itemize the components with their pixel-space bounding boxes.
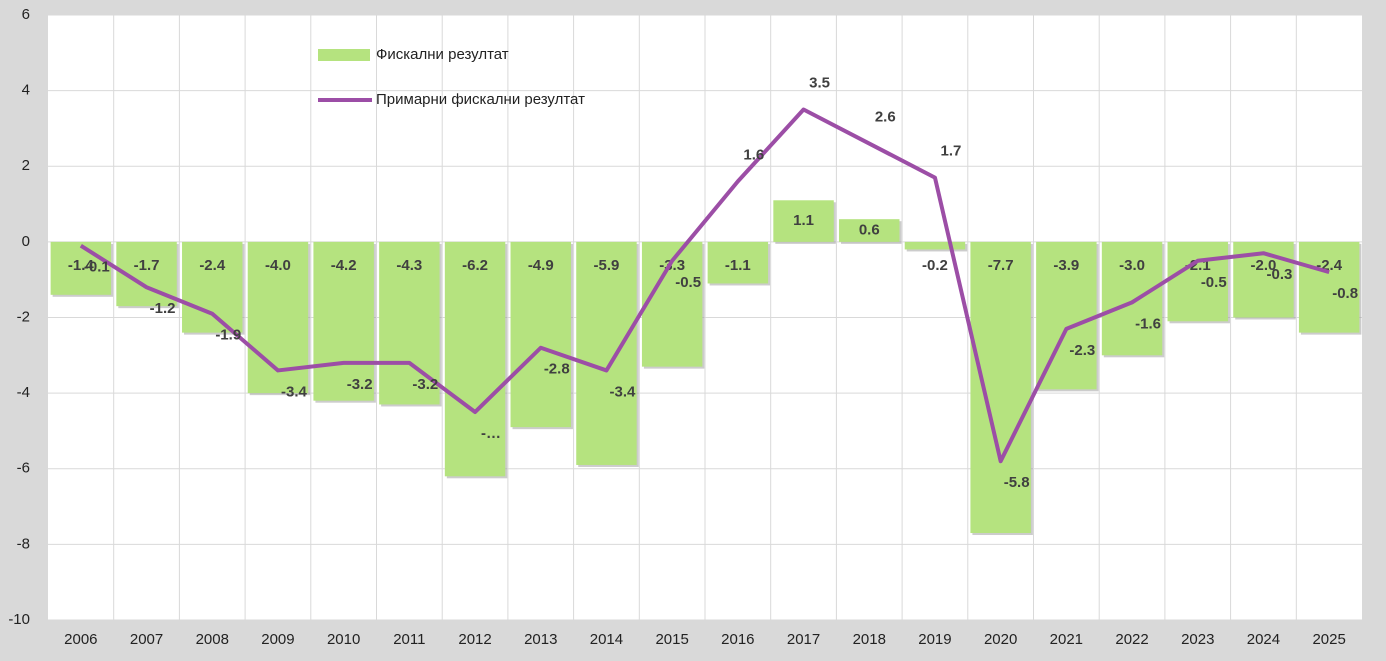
x-tick-label: 2024 — [1247, 631, 1280, 648]
line-value-label: -3.2 — [412, 376, 438, 393]
line-value-label: 1.6 — [743, 146, 764, 163]
x-tick-label: 2019 — [918, 631, 951, 648]
x-tick-label: 2011 — [393, 631, 425, 648]
bar-value-label: -4.3 — [396, 257, 422, 274]
bar-value-label: -6.2 — [462, 257, 488, 274]
x-tick-label: 2014 — [590, 631, 623, 648]
line-value-label: -1.9 — [215, 327, 241, 344]
bar — [1101, 241, 1163, 356]
x-tick-label: 2020 — [984, 631, 1017, 648]
y-tick-label: -6 — [17, 460, 30, 477]
bar-value-label: -7.7 — [988, 257, 1014, 274]
y-tick-label: 0 — [22, 233, 30, 250]
bar-value-label: -4.9 — [528, 257, 554, 274]
legend-label: Примарни фискални резултат — [376, 91, 585, 108]
x-tick-label: 2022 — [1115, 631, 1148, 648]
line-value-label: -2.8 — [544, 361, 570, 378]
bar — [839, 219, 900, 242]
x-tick-label: 2010 — [327, 631, 360, 648]
line-value-label: -1.6 — [1135, 315, 1161, 332]
bar-value-label: 1.1 — [793, 212, 814, 229]
bar — [576, 241, 637, 465]
bar-value-label: -1.7 — [134, 257, 160, 274]
line-value-label: 2.6 — [875, 109, 896, 126]
bar-value-label: -0.2 — [922, 257, 948, 274]
bar-value-label: 0.6 — [859, 222, 880, 239]
x-tick-label: 2021 — [1050, 631, 1083, 648]
line-value-label: -0.5 — [675, 274, 701, 291]
x-tick-label: 2016 — [721, 631, 754, 648]
line-value-label: 3.5 — [809, 75, 830, 92]
bar — [313, 241, 374, 401]
line-value-label: -2.3 — [1069, 342, 1095, 359]
y-tick-label: -8 — [17, 535, 30, 552]
x-tick-label: 2015 — [655, 631, 688, 648]
line-value-label: -… — [481, 425, 501, 442]
bar — [904, 241, 966, 250]
line-value-label: -0.1 — [84, 259, 110, 276]
y-tick-label: -2 — [17, 308, 30, 325]
legend-swatch — [318, 49, 370, 61]
line-value-label: -0.5 — [1201, 274, 1227, 291]
bar-value-label: -5.9 — [594, 257, 620, 274]
x-tick-label: 2018 — [853, 631, 886, 648]
x-tick-label: 2006 — [64, 631, 97, 648]
y-tick-label: 6 — [22, 6, 30, 23]
bar — [1298, 241, 1360, 333]
line-value-label: -3.4 — [610, 383, 637, 400]
bar — [510, 241, 571, 428]
bar — [444, 241, 506, 477]
x-tick-label: 2008 — [196, 631, 229, 648]
bar-value-label: -2.4 — [199, 257, 226, 274]
x-tick-label: 2025 — [1312, 631, 1345, 648]
x-tick-label: 2012 — [458, 631, 491, 648]
x-tick-label: 2017 — [787, 631, 820, 648]
bar-value-label: -1.4 — [68, 257, 95, 274]
line-value-label: -0.8 — [1332, 285, 1358, 302]
bar-value-label: -1.1 — [725, 257, 751, 274]
bar — [1167, 241, 1228, 322]
line-value-label: -0.3 — [1267, 266, 1293, 283]
legend-label: Фискални резултат — [376, 46, 509, 63]
x-tick-label: 2013 — [524, 631, 557, 648]
line — [79, 107, 1330, 464]
bar — [182, 241, 243, 333]
line-value-label: -5.8 — [1004, 474, 1030, 491]
line-value-label: -3.2 — [347, 376, 373, 393]
bar-value-label: -3.0 — [1119, 257, 1145, 274]
y-tick-label: 2 — [22, 157, 30, 174]
bar-value-label: -4.2 — [331, 257, 357, 274]
x-tick-label: 2009 — [261, 631, 294, 648]
bar — [707, 241, 769, 284]
bar-value-label: -4.0 — [265, 257, 291, 274]
y-tick-label: -10 — [8, 611, 30, 628]
y-tick-label: -4 — [17, 384, 30, 401]
bar — [50, 241, 112, 295]
bar — [773, 200, 834, 242]
line-value-label: 1.7 — [941, 143, 962, 160]
y-tick-label: 4 — [22, 82, 30, 99]
bar-value-label: -2.0 — [1251, 257, 1277, 274]
bar — [970, 241, 1031, 534]
bar — [1036, 241, 1097, 390]
line-value-label: -1.2 — [150, 300, 176, 317]
x-tick-label: 2007 — [130, 631, 163, 648]
x-tick-label: 2023 — [1181, 631, 1214, 648]
line-value-label: -3.4 — [281, 383, 308, 400]
bar-value-label: -3.9 — [1053, 257, 1079, 274]
